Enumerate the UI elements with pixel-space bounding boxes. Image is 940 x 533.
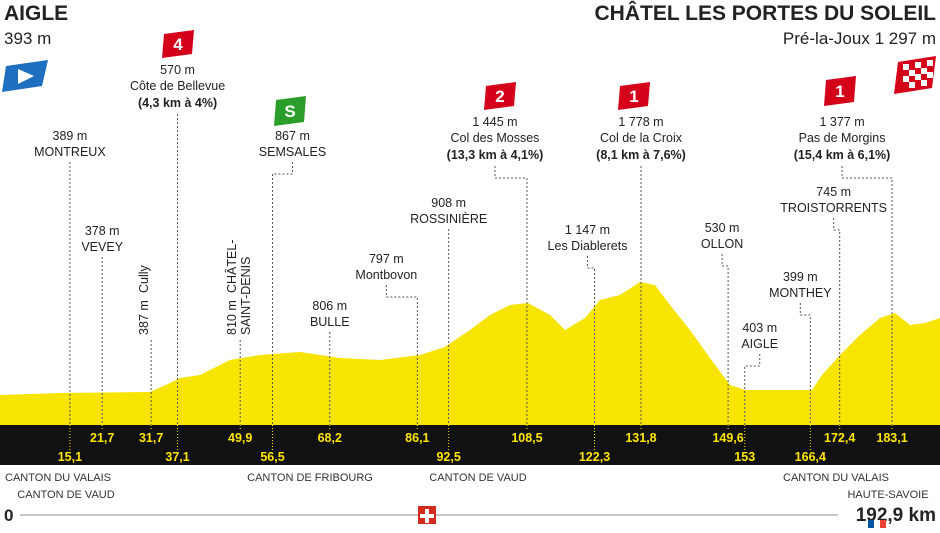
- waypoint-altitude: 378 m: [85, 224, 120, 238]
- waypoint-km: 131,8: [625, 431, 656, 445]
- waypoint-km: 153: [734, 450, 755, 464]
- waypoint-climb: (13,3 km à 4,1%): [447, 148, 544, 162]
- waypoint-altitude: 387 m: [137, 300, 151, 335]
- climb-category: 4: [173, 35, 183, 54]
- waypoint-name: SAINT-DENIS: [239, 257, 253, 336]
- climb-marker: [618, 82, 650, 110]
- waypoint-name: BULLE: [310, 315, 350, 329]
- waypoint-name: AIGLE: [741, 337, 778, 351]
- waypoint-name: SEMSALES: [259, 145, 326, 159]
- region-label: CANTON DE VAUD: [17, 489, 114, 501]
- start-altitude: 393 m: [4, 29, 51, 48]
- waypoint-km: 86,1: [405, 431, 429, 445]
- waypoint-altitude: 867 m: [275, 129, 310, 143]
- region-label: CANTON DU VALAIS: [783, 472, 889, 484]
- waypoint-km: 21,7: [90, 431, 114, 445]
- waypoint-km: 68,2: [318, 431, 342, 445]
- climb-marker: [824, 76, 856, 106]
- finish-name: CHÂTEL LES PORTES DU SOLEIL: [595, 1, 937, 25]
- waypoint-name: Les Diablerets: [548, 239, 628, 253]
- climb-marker: [274, 96, 306, 126]
- region-label: CANTON DE FRIBOURG: [247, 472, 373, 484]
- region-label: HAUTE-SAVOIE: [847, 489, 928, 501]
- waypoint-km: 149,6: [712, 431, 743, 445]
- waypoint-name: Pas de Morgins: [799, 131, 886, 145]
- km-band: [0, 425, 940, 465]
- waypoint-altitude: 745 m: [816, 185, 851, 199]
- waypoint-altitude: 530 m: [705, 221, 740, 235]
- waypoint-line: [494, 166, 528, 425]
- swiss-flag: [418, 506, 436, 524]
- waypoint-altitude: 399 m: [783, 270, 818, 284]
- waypoint-km: 172,4: [824, 431, 855, 445]
- waypoint-name: Col de la Croix: [600, 131, 683, 145]
- waypoint-name: VEVEY: [81, 240, 123, 254]
- waypoint-name: TROISTORRENTS: [780, 201, 887, 215]
- waypoint-name: CHÂTEL-: [224, 240, 239, 293]
- waypoint-line: [833, 218, 841, 425]
- region-label: CANTON DU VALAIS: [5, 472, 111, 484]
- waypoint-km: 37,1: [165, 450, 189, 464]
- waypoint-line: [385, 285, 418, 425]
- waypoint-line: [841, 166, 893, 425]
- climb-category: 1: [835, 82, 844, 101]
- waypoint-km: 15,1: [58, 450, 82, 464]
- waypoint-line: [744, 354, 761, 425]
- waypoint-km: 49,9: [228, 431, 252, 445]
- distance-total: 192,9 km: [856, 505, 936, 526]
- waypoint-km: 183,1: [876, 431, 907, 445]
- waypoint-altitude: 1 377 m: [819, 115, 864, 129]
- waypoint-name: ROSSINIÈRE: [410, 211, 487, 226]
- start-name: AIGLE: [4, 2, 68, 25]
- waypoint-altitude: 810 m: [225, 300, 239, 335]
- waypoint-name: Cully: [137, 264, 151, 293]
- waypoint-km: 108,5: [511, 431, 542, 445]
- waypoint-name: MONTHEY: [769, 286, 832, 300]
- waypoint-altitude: 389 m: [53, 129, 88, 143]
- waypoint-climb: (15,4 km à 6,1%): [794, 148, 891, 162]
- waypoint-name: Col des Mosses: [451, 131, 540, 145]
- finish-place: Pré-la-Joux 1 297 m: [783, 29, 936, 48]
- french-flag: [868, 520, 886, 528]
- waypoint-km: 166,4: [795, 450, 826, 464]
- waypoint-name: Montbovon: [355, 268, 417, 282]
- profile: [0, 282, 940, 425]
- waypoint-km: 31,7: [139, 431, 163, 445]
- waypoint-climb: (4,3 km à 4%): [138, 96, 217, 110]
- waypoint-km: 122,3: [579, 450, 610, 464]
- waypoint-altitude: 1 445 m: [472, 115, 517, 129]
- waypoint-line: [271, 162, 293, 425]
- climb-marker: [162, 30, 194, 58]
- waypoint-name: Côte de Bellevue: [130, 79, 225, 93]
- waypoint-name: MONTREUX: [34, 145, 106, 159]
- waypoint-altitude: 797 m: [369, 252, 404, 266]
- climb-category: 2: [495, 87, 504, 106]
- start-flag-arrow: [18, 69, 34, 84]
- waypoint-line: [721, 254, 729, 425]
- climb-category: S: [284, 102, 295, 121]
- waypoint-line: [587, 256, 596, 425]
- waypoint-line: [799, 303, 811, 425]
- waypoint-climb: (8,1 km à 7,6%): [596, 148, 686, 162]
- climb-category: 1: [629, 87, 638, 106]
- waypoint-km: 56,5: [260, 450, 284, 464]
- region-label: CANTON DE VAUD: [429, 472, 526, 484]
- waypoint-altitude: 908 m: [431, 196, 466, 210]
- climb-marker: [484, 82, 516, 110]
- waypoint-altitude: 403 m: [742, 321, 777, 335]
- waypoint-altitude: 806 m: [312, 299, 347, 313]
- waypoint-altitude: 570 m: [160, 63, 195, 77]
- waypoint-km: 92,5: [436, 450, 460, 464]
- waypoint-altitude: 1 147 m: [565, 223, 610, 237]
- waypoint-name: OLLON: [701, 237, 743, 251]
- rotated-label: 810 m CHÂTEL- SAINT-DENIS: [224, 240, 253, 335]
- distance-start: 0: [4, 506, 13, 525]
- rotated-label: 387 m Cully: [137, 264, 151, 335]
- finish-flag: [894, 56, 936, 94]
- waypoint-altitude: 1 778 m: [618, 115, 663, 129]
